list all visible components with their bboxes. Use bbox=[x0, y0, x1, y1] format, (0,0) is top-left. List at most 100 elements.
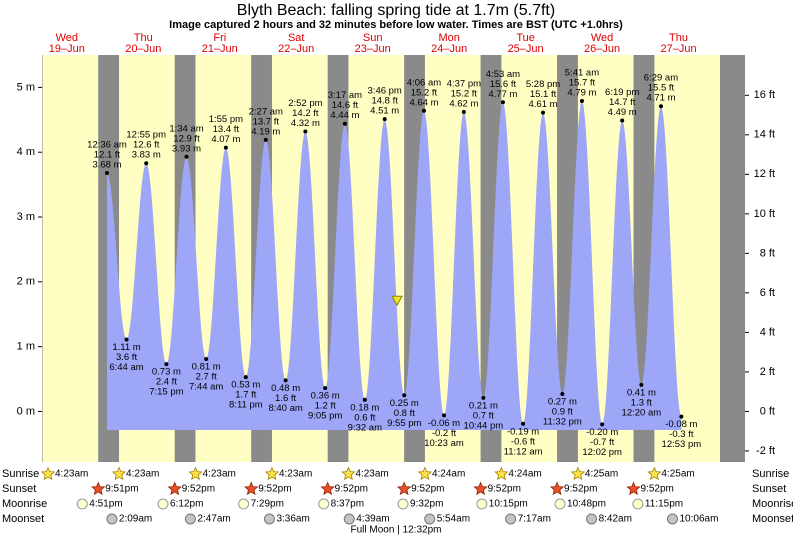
tide-point bbox=[421, 108, 426, 113]
tide-label: 1.3 ft bbox=[631, 397, 652, 408]
current-level-marker bbox=[391, 295, 403, 307]
tide-label: 4.49 m bbox=[608, 107, 637, 118]
sunrise-icon bbox=[111, 466, 127, 481]
tide-label: -0.2 ft bbox=[432, 428, 457, 439]
tide-label: 15.6 ft bbox=[490, 79, 517, 90]
day-date: 23–Jun bbox=[355, 43, 391, 55]
tide-label: -0.20 m bbox=[586, 427, 618, 438]
day-name: Thu bbox=[134, 32, 153, 44]
tide-label: 15.2 ft bbox=[411, 87, 438, 98]
tide-label: 4.51 m bbox=[370, 106, 399, 117]
tide-label: 14.2 ft bbox=[292, 108, 319, 119]
y-tick-label: 0 m bbox=[17, 405, 35, 417]
day-date: 22–Jun bbox=[278, 43, 314, 55]
tide-label: -0.6 ft bbox=[511, 436, 536, 447]
day-name: Sun bbox=[363, 32, 383, 44]
sunrise-time: 4:23am bbox=[55, 469, 88, 480]
sunset-time: 9:52pm bbox=[182, 484, 215, 495]
y2-tick-label: 6 ft bbox=[760, 287, 775, 299]
moonrise-time: 6:12pm bbox=[170, 499, 203, 510]
y2-tick-label: 4 ft bbox=[760, 326, 775, 338]
moonset-icon bbox=[505, 513, 517, 525]
tide-label: 12.6 ft bbox=[133, 140, 160, 151]
tide-label: 7:44 am bbox=[189, 381, 223, 392]
sunrise-time: 4:23am bbox=[279, 469, 312, 480]
sunset-time: 9:52pm bbox=[641, 484, 674, 495]
day-date: 21–Jun bbox=[202, 43, 238, 55]
tide-point bbox=[442, 413, 447, 418]
day-date: 26–Jun bbox=[584, 43, 620, 55]
tide-point bbox=[639, 382, 644, 387]
moonset-icon bbox=[586, 513, 598, 525]
tide-label: 1.6 ft bbox=[275, 393, 296, 404]
sunset-time: 9:51pm bbox=[105, 484, 138, 495]
moonset-icon bbox=[106, 513, 118, 525]
tide-label: 2:27 am bbox=[249, 106, 283, 117]
tide-label: 4:37 pm bbox=[447, 79, 481, 90]
tide-point bbox=[521, 421, 526, 426]
tide-label: 15.5 ft bbox=[648, 83, 675, 94]
moonset-icon bbox=[263, 513, 275, 525]
sunrise-time: 4:23am bbox=[355, 469, 388, 480]
y-tick-label: 5 m bbox=[17, 81, 35, 93]
tide-point bbox=[124, 337, 129, 342]
tide-point bbox=[402, 393, 407, 398]
tide-label: 3.93 m bbox=[172, 143, 201, 154]
tide-label: 0.18 m bbox=[350, 402, 379, 413]
y2-tick-label: 14 ft bbox=[754, 129, 775, 141]
tide-label: 0.48 m bbox=[271, 383, 300, 394]
sunrise-icon bbox=[417, 466, 433, 481]
moonset-time: 2:47am bbox=[197, 514, 230, 525]
day-date: 19–Jun bbox=[49, 43, 85, 55]
tide-point bbox=[500, 100, 505, 105]
sunset-time: 9:52pm bbox=[564, 484, 597, 495]
tide-label: 0.21 m bbox=[469, 400, 498, 411]
sunset-icon bbox=[473, 481, 488, 496]
tide-point bbox=[461, 110, 466, 115]
chart-subtitle: Image captured 2 hours and 32 minutes be… bbox=[169, 19, 623, 31]
tide-point bbox=[283, 378, 288, 383]
day-name: Fri bbox=[213, 32, 226, 44]
tide-label: 4.77 m bbox=[488, 89, 517, 100]
moonrise-icon bbox=[318, 498, 330, 510]
tide-point bbox=[620, 118, 625, 123]
day-name: Thu bbox=[669, 32, 688, 44]
day-date: 27–Jun bbox=[660, 43, 696, 55]
row-label: Moonset bbox=[752, 513, 793, 525]
moonrise-icon bbox=[554, 498, 566, 510]
tide-label: 4.19 m bbox=[251, 126, 280, 137]
tide-label: 3.68 m bbox=[92, 159, 121, 170]
tide-point bbox=[560, 391, 565, 396]
y2-tick-label: 0 ft bbox=[760, 405, 775, 417]
tide-point bbox=[184, 154, 189, 159]
sunset-icon bbox=[320, 481, 335, 496]
tide-label: 1.7 ft bbox=[235, 390, 256, 401]
tide-label: 3.83 m bbox=[132, 150, 161, 161]
chart-title: Blyth Beach: falling spring tide at 1.7m… bbox=[237, 2, 555, 19]
tide-label: 12:53 pm bbox=[662, 439, 702, 450]
tide-point bbox=[342, 121, 347, 126]
moon-phase: Full Moon | 12:32pm bbox=[351, 525, 442, 536]
night-band bbox=[720, 55, 745, 462]
tide-label: 13.4 ft bbox=[213, 124, 240, 135]
y-tick-label: 4 m bbox=[17, 146, 35, 158]
moonset-time: 5:54am bbox=[437, 514, 470, 525]
y2-tick-label: -2 ft bbox=[756, 445, 775, 457]
day-name: Mon bbox=[438, 32, 459, 44]
sunset-icon bbox=[167, 481, 182, 496]
row-label: Sunrise bbox=[2, 468, 39, 480]
tide-label: 15.1 ft bbox=[530, 89, 557, 100]
tide-label: 0.7 ft bbox=[473, 410, 494, 421]
tide-label: 8:40 am bbox=[268, 403, 302, 414]
tide-label: 14.7 ft bbox=[609, 97, 636, 108]
tide-label: 0.27 m bbox=[548, 396, 577, 407]
row-label: Sunrise bbox=[752, 468, 789, 480]
sunset-icon bbox=[244, 481, 259, 496]
sunset-time: 9:52pm bbox=[411, 484, 444, 495]
moonrise-icon bbox=[476, 498, 488, 510]
row-label: Sunset bbox=[2, 483, 36, 495]
moonset-icon bbox=[424, 513, 436, 525]
day-date: 24–Jun bbox=[431, 43, 467, 55]
tide-label: 14.6 ft bbox=[332, 100, 359, 111]
tide-label: 4.61 m bbox=[529, 99, 558, 110]
